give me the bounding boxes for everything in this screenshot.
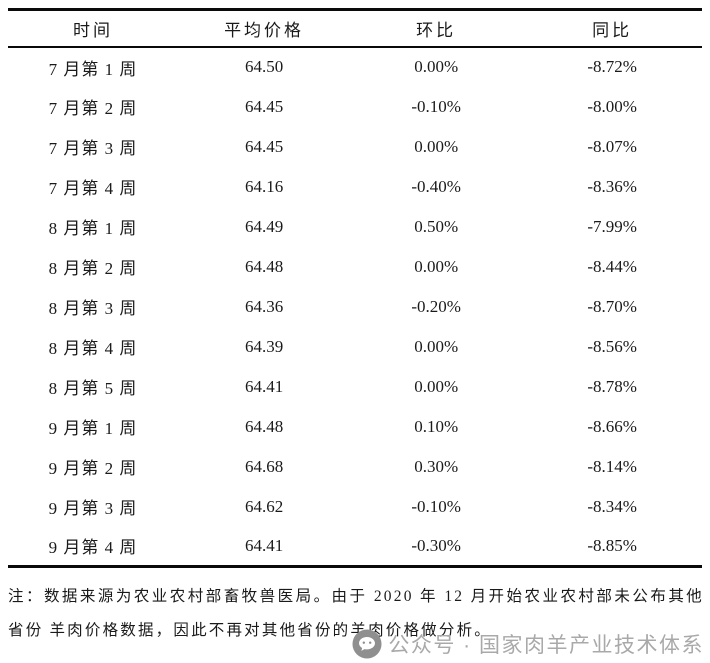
table-cell-mom: 0.30% [414, 456, 459, 476]
table-cell-time: 7 月第 2 周 [48, 99, 138, 118]
table-cell-time: 8 月第 2 周 [48, 259, 138, 278]
table-cell-price: 64.68 [244, 456, 284, 476]
table-cell-time: 9 月第 3 周 [48, 499, 138, 518]
table-cell-price: 64.48 [244, 256, 284, 276]
table-cell-mom: 0.10% [414, 416, 459, 436]
table-cell-price: 64.36 [244, 296, 284, 316]
table-cell-yoy: -8.85% [587, 535, 637, 555]
table-cell-yoy: -8.70% [587, 296, 637, 316]
price-table-container: 时间 平均价格 环比 同比 7 月第 1 周 64.50 0.00% -8.72% 7 … [8, 8, 702, 568]
table-cell-price: 64.49 [244, 216, 284, 236]
table-cell-price: 64.62 [244, 496, 284, 516]
table-cell-mom: -0.30% [411, 535, 461, 555]
table-cell-price: 64.45 [244, 136, 284, 156]
table-cell-price: 64.16 [244, 176, 284, 196]
table-cell-yoy: -8.72% [587, 57, 637, 76]
table-cell-yoy: -7.99% [587, 216, 637, 236]
table-cell-time: 9 月第 2 周 [48, 459, 138, 478]
table-cell-time: 9 月第 1 周 [48, 419, 138, 438]
table-cell-yoy: -8.78% [587, 376, 637, 396]
table-cell-mom: 0.00% [414, 376, 459, 396]
table-cell-yoy: -8.56% [587, 336, 637, 356]
footnote-line1: 注：数据来源为农业农村部畜牧兽医局。由于 2020 年 12 月开始农业农村部未… [8, 588, 704, 639]
table-row: 8 月第 2 周 64.48 0.00% -8.44% [8, 247, 702, 287]
table-cell-price: 64.41 [244, 376, 284, 396]
table-body: 7 月第 1 周 64.50 0.00% -8.72% 7 月第 2 周 64.45 -0.… [8, 47, 702, 567]
table-header-row: 时间 平均价格 环比 同比 [8, 10, 702, 47]
table-row: 9 月第 4 周 64.41 -0.30% -8.85% [8, 527, 702, 567]
table-row: 9 月第 3 周 64.62 -0.10% -8.34% [8, 487, 702, 527]
table-cell-price: 64.39 [244, 336, 284, 356]
table-row: 8 月第 1 周 64.49 0.50% -7.99% [8, 207, 702, 247]
table-cell-time: 7 月第 4 周 [48, 179, 138, 198]
table-cell-time: 8 月第 3 周 [48, 299, 138, 318]
table-cell-yoy: -8.66% [587, 416, 637, 436]
table-cell-mom: -0.20% [411, 296, 461, 316]
table-row: 8 月第 4 周 64.39 0.00% -8.56% [8, 327, 702, 367]
table-row: 7 月第 4 周 64.16 -0.40% -8.36% [8, 167, 702, 207]
table-cell-time: 7 月第 3 周 [48, 139, 138, 158]
table-row: 7 月第 3 周 64.45 0.00% -8.07% [8, 127, 702, 167]
table-cell-mom: 0.00% [414, 256, 459, 276]
table-cell-mom: -0.10% [411, 96, 461, 116]
table-cell-yoy: -8.44% [587, 256, 637, 276]
weekly-price-table: 时间 平均价格 环比 同比 7 月第 1 周 64.50 0.00% -8.72% 7 … [8, 8, 702, 568]
table-row: 8 月第 5 周 64.41 0.00% -8.78% [8, 367, 702, 407]
table-cell-time: 8 月第 1 周 [48, 219, 138, 238]
table-cell-mom: -0.40% [411, 176, 461, 196]
table-cell-yoy: -8.14% [587, 456, 637, 476]
table-cell-mom: 0.00% [414, 57, 459, 76]
footnote: 注：数据来源为农业农村部畜牧兽医局。由于 2020 年 12 月开始农业农村部未… [8, 580, 704, 648]
table-row: 7 月第 1 周 64.50 0.00% -8.72% [8, 47, 702, 87]
watermark: 公众号 · 国家肉羊产业技术体系 [352, 629, 704, 659]
table-cell-price: 64.41 [244, 535, 284, 555]
table-cell-yoy: -8.07% [587, 136, 637, 156]
table-cell-yoy: -8.00% [587, 96, 637, 116]
footnote-line2: 羊肉价格数据，因此不再对其他省份的羊肉价格做分析。 [49, 622, 492, 639]
header-average-price: 平均价格 [224, 20, 305, 40]
table-cell-price: 64.48 [244, 416, 284, 436]
header-mom: 环比 [416, 20, 457, 40]
table-cell-price: 64.45 [244, 96, 284, 116]
header-yoy: 同比 [592, 20, 633, 40]
watermark-text: 公众号 · 国家肉羊产业技术体系 [388, 634, 704, 657]
table-cell-time: 8 月第 4 周 [48, 339, 138, 358]
table-cell-yoy: -8.34% [587, 496, 637, 516]
table-row: 8 月第 3 周 64.36 -0.20% -8.70% [8, 287, 702, 327]
table-row: 9 月第 1 周 64.48 0.10% -8.66% [8, 407, 702, 447]
table-row: 9 月第 2 周 64.68 0.30% -8.14% [8, 447, 702, 487]
table-header: 时间 平均价格 环比 同比 [8, 10, 702, 47]
table-cell-mom: 0.50% [414, 216, 459, 236]
table-cell-yoy: -8.36% [587, 176, 637, 196]
table-cell-price: 64.50 [244, 57, 284, 76]
table-cell-mom: 0.00% [414, 136, 459, 156]
header-time: 时间 [73, 20, 113, 40]
table-row: 7 月第 2 周 64.45 -0.10% -8.00% [8, 87, 702, 127]
wechat-bubble-icon [352, 629, 382, 659]
table-cell-time: 9 月第 4 周 [48, 538, 138, 558]
table-cell-mom: 0.00% [414, 336, 459, 356]
table-cell-time: 7 月第 1 周 [48, 59, 138, 79]
table-cell-time: 8 月第 5 周 [48, 379, 138, 398]
table-cell-mom: -0.10% [411, 496, 461, 516]
